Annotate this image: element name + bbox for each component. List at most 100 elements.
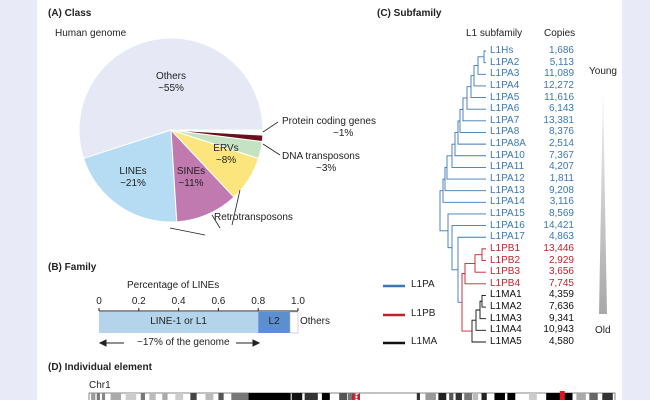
subfamily-name: L1PA7 (490, 114, 520, 126)
copies-value: 7,745 (548, 277, 574, 289)
tree-branch (473, 65, 486, 87)
copies-value: 7,367 (548, 149, 574, 161)
tree-branch (464, 262, 486, 285)
tree-branch (439, 190, 448, 232)
copies-value: 12,272 (543, 79, 574, 91)
copies-value: 13,381 (543, 114, 574, 126)
chromosome-band (101, 393, 106, 400)
subfamily-name: L1PA8A (490, 138, 526, 150)
slice-value-0: ~55% (158, 83, 184, 94)
copies-value: 10,943 (543, 324, 574, 336)
bar-segment-2 (289, 311, 299, 334)
copies-value: 8,569 (548, 207, 574, 219)
slice-name-1: LINEs (119, 166, 147, 177)
tree-branch (474, 254, 486, 273)
subfamily-name: L1PA5 (490, 91, 520, 103)
legend-label: L1MA (411, 336, 438, 347)
tree-branch (479, 300, 486, 320)
copies-column-header: Copies (544, 28, 576, 39)
copies-value: 13,446 (543, 242, 574, 254)
chromosome-band (339, 393, 348, 400)
age-gradient-triangle (599, 88, 607, 314)
copies-value: 9,341 (548, 312, 574, 324)
slice-name-2: SINEs (176, 166, 206, 177)
bar-label-0: LINE-1 or L1 (150, 316, 207, 327)
chromosome-band (589, 393, 598, 400)
chromosome-band (455, 393, 462, 400)
subfamily-name: L1PB3 (490, 266, 521, 278)
subfamily-name: L1MA5 (490, 336, 522, 347)
chromosome-band (528, 393, 537, 400)
pie-slice-lines (82, 129, 178, 223)
chromosome-band (162, 393, 168, 400)
chromosome-band (218, 393, 224, 400)
chromosome-band (190, 393, 197, 400)
chromosome-band (149, 393, 156, 400)
chromosome-band (347, 393, 356, 400)
chromosome-band (602, 393, 613, 400)
tree-branch (471, 319, 486, 343)
subfamily-name: L1MA3 (490, 312, 522, 324)
subfamily-name: L1PA17 (490, 231, 525, 243)
copies-value: 4,863 (548, 231, 574, 243)
subfamily-name: L1PA11 (490, 161, 525, 173)
panel-a-subtitle: Human genome (55, 28, 127, 39)
subfamily-name: L1PA3 (490, 68, 520, 80)
copies-value: 7,636 (548, 301, 574, 313)
copies-value: 4,580 (548, 336, 574, 347)
chromosome-band (110, 393, 122, 400)
panel-a-title: (A) Class (48, 8, 92, 19)
chromosome-band (140, 393, 145, 400)
leader-line (231, 189, 241, 226)
copies-value: 4,207 (548, 161, 574, 173)
chromosome-band (507, 393, 516, 400)
panel-d-title: (D) Individual element (48, 362, 152, 373)
genome-percentage-note: ~17% of the genome (137, 337, 230, 348)
subfamily-name: L1PB4 (490, 277, 521, 289)
bar-label-2: Others (300, 316, 331, 327)
slice-value-2: ~11% (178, 178, 204, 189)
subfamily-name: L1PA2 (490, 56, 520, 68)
copies-value: 11,089 (544, 68, 574, 80)
subfamily-name: L1PB2 (490, 254, 521, 266)
chromosome-band (248, 393, 291, 400)
bar-segment-0 (99, 312, 259, 333)
slice-name-3: ERVs (213, 143, 239, 154)
tick-label: 0 (96, 296, 102, 307)
chromosome-band (416, 393, 420, 400)
copies-value: 8,376 (548, 126, 574, 138)
slice-value-1: ~21% (120, 178, 146, 189)
leader-line (262, 143, 281, 156)
subfamily-name: L1PB1 (490, 242, 521, 254)
copies-value: 3,116 (549, 196, 574, 208)
dna-transposons-value: ~3% (316, 163, 337, 174)
panel-b-title: (B) Family (48, 262, 97, 273)
chromosome-band (472, 393, 479, 400)
left-arrow (98, 339, 124, 347)
subfamily-name: L1PA6 (490, 103, 520, 115)
legend-label: L1PA (411, 279, 435, 290)
subfamily-name: L1PA15 (490, 207, 525, 219)
slice-value-3: ~8% (215, 155, 237, 166)
bar-segment-1 (258, 312, 291, 333)
chromosome-label: Chr1 (89, 380, 111, 391)
copies-value: 4,359 (548, 289, 574, 301)
tick-label: 0.2 (131, 296, 146, 307)
tree-branch (470, 75, 486, 99)
subfamily-name: L1PA12 (490, 173, 525, 185)
dna-transposons-label: DNA transposons (282, 151, 360, 162)
subfamily-name: L1PA13 (490, 184, 525, 196)
tree-branch (477, 56, 486, 75)
subfamily-name: L1MA4 (490, 324, 522, 336)
copies-value: 5,113 (549, 56, 574, 68)
old-label: Old (595, 325, 611, 336)
chromosome-band (438, 393, 447, 400)
subfamily-column-header: L1 subfamily (466, 28, 523, 39)
subfamily-name: L1MA2 (490, 301, 522, 313)
copies-value: 2,929 (548, 254, 574, 266)
chromosome-band (96, 393, 100, 400)
chromosome-band (494, 393, 505, 400)
young-label: Young (589, 66, 617, 77)
chromosome-band (464, 393, 473, 400)
copies-value: 1,811 (549, 173, 574, 185)
